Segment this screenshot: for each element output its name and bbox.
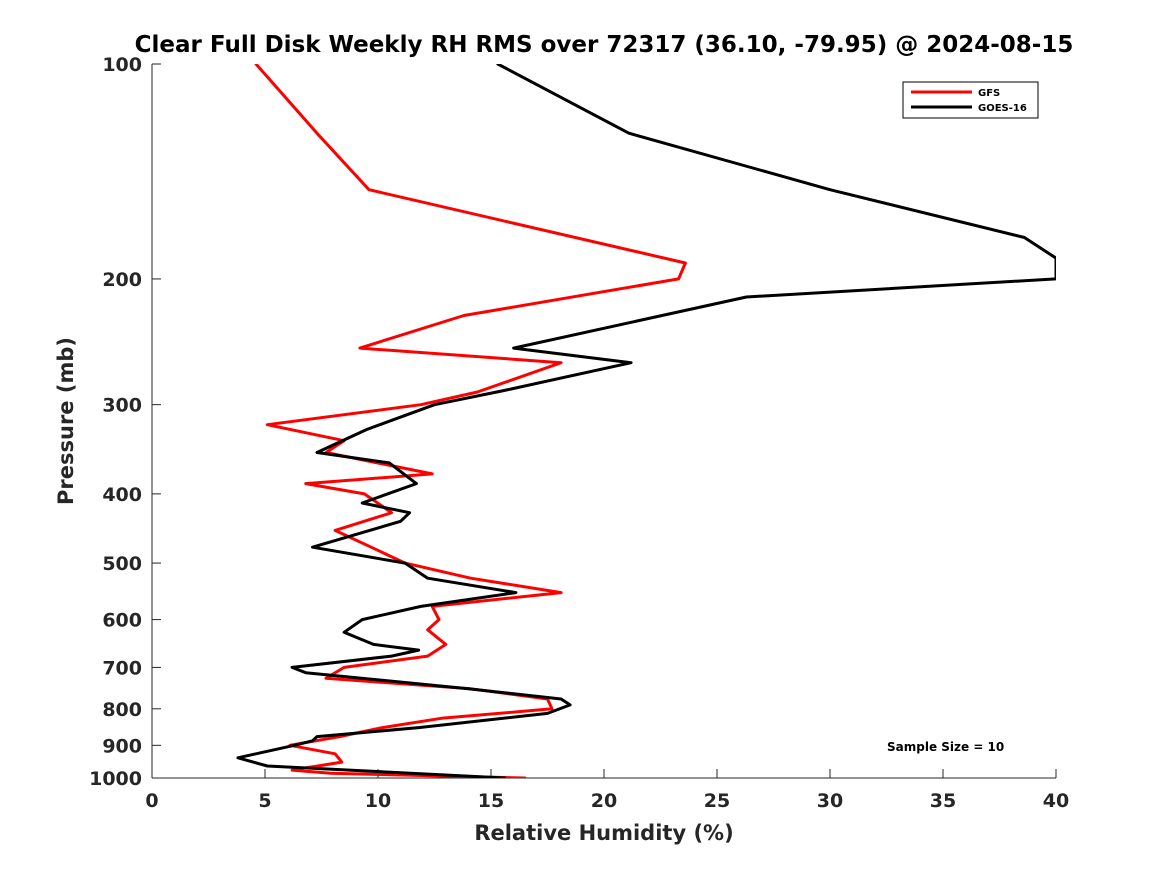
x-tick-label: 15 xyxy=(478,790,504,812)
legend-label: GOES-16 xyxy=(978,103,1027,114)
x-axis: 0 5 10 15 20 25 30 35 40 xyxy=(145,769,1069,812)
x-tick-label: 20 xyxy=(591,790,617,812)
sample-size-annotation: Sample Size = 10 xyxy=(887,740,1004,754)
y-tick-label: 300 xyxy=(102,395,142,417)
y-tick-label: 800 xyxy=(102,699,142,721)
series-line-goes-16 xyxy=(236,64,1056,778)
legend: GFS GOES-16 xyxy=(902,81,1039,119)
y-tick-label: 400 xyxy=(102,484,142,506)
legend-box xyxy=(902,81,1039,119)
y-axis-label: Pressure (mb) xyxy=(54,337,78,505)
legend-entries: GFS GOES-16 xyxy=(911,88,1027,114)
x-tick-label: 35 xyxy=(930,790,956,812)
x-tick-label: 10 xyxy=(365,790,391,812)
x-axis-label: Relative Humidity (%) xyxy=(474,821,733,845)
y-axis: 100 200 300 400 500 600 700 800 900 1000 xyxy=(89,54,161,790)
y-tick-label: 100 xyxy=(102,54,142,76)
x-tick-label: 25 xyxy=(704,790,730,812)
y-tick-label: 600 xyxy=(102,610,142,632)
y-tick-label: 900 xyxy=(102,735,142,757)
legend-label: GFS xyxy=(978,88,1000,99)
x-tick-label: 5 xyxy=(258,790,271,812)
y-tick-label: 700 xyxy=(102,657,142,679)
y-tick-label: 200 xyxy=(102,269,142,291)
y-tick-label: 500 xyxy=(102,553,142,575)
x-tick-label: 30 xyxy=(817,790,843,812)
chart-title: Clear Full Disk Weekly RH RMS over 72317… xyxy=(135,32,1074,58)
x-tick-label: 40 xyxy=(1043,790,1069,812)
x-tick-label: 0 xyxy=(145,790,158,812)
series-layer xyxy=(236,64,1056,778)
y-tick-label: 1000 xyxy=(89,768,142,790)
